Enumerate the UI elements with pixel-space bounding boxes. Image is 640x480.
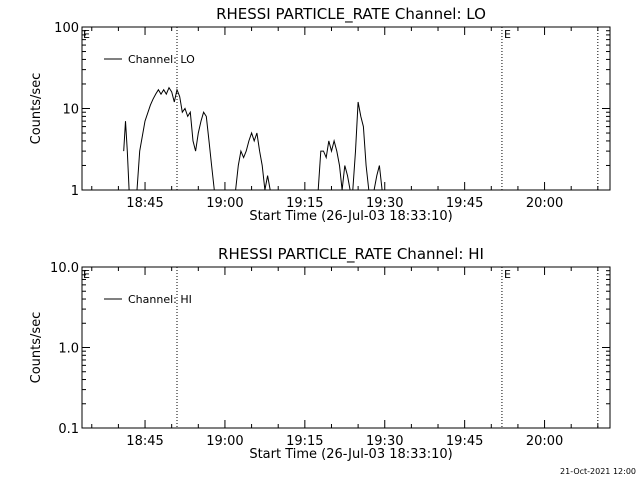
y-tick-label: 1.0 (58, 342, 79, 357)
y-axis-label: Counts/sec (29, 312, 44, 384)
x-axis-label: Start Time (26-Jul-03 18:33:10) (249, 209, 452, 224)
x-tick-label: 19:00 (206, 434, 243, 449)
x-tick-label: 19:45 (446, 196, 483, 211)
x-tick-label: 20:00 (526, 434, 563, 449)
x-tick-label: 19:15 (286, 434, 323, 449)
y-tick-label: 10 (62, 103, 79, 118)
y-tick-label: 10.0 (50, 261, 79, 276)
y-axis-label: Counts/sec (29, 73, 44, 145)
footer-timestamp: 21-Oct-2021 12:00 (560, 467, 636, 476)
y-tick-label: 100 (54, 21, 79, 36)
chart-title: RHESSI PARTICLE_RATE Channel: LO (216, 5, 486, 24)
x-tick-label: 19:30 (366, 196, 403, 211)
plot-frame (81, 26, 611, 191)
plot-frame (81, 266, 611, 429)
legend-entry: Channel: LO (128, 53, 195, 66)
y-tick-label: 1 (71, 184, 79, 199)
x-axis-label: Start Time (26-Jul-03 18:33:10) (249, 447, 452, 462)
y-tick-label: 0.1 (58, 422, 79, 437)
x-tick-label: 20:00 (526, 196, 563, 211)
x-tick-label: 18:45 (126, 196, 163, 211)
x-tick-label: 19:45 (446, 434, 483, 449)
x-tick-label: 19:30 (366, 434, 403, 449)
marker-label: E (504, 28, 511, 41)
x-tick-label: 19:15 (286, 196, 323, 211)
corner-label: E (83, 28, 90, 41)
marker-label: E (504, 268, 511, 281)
legend-entry: Channel: HI (128, 293, 192, 306)
x-tick-label: 18:45 (126, 434, 163, 449)
corner-label: E (83, 268, 90, 281)
series-line-channel-lo (123, 86, 385, 190)
x-tick-label: 19:00 (206, 196, 243, 211)
chart-title: RHESSI PARTICLE_RATE Channel: HI (218, 245, 484, 264)
